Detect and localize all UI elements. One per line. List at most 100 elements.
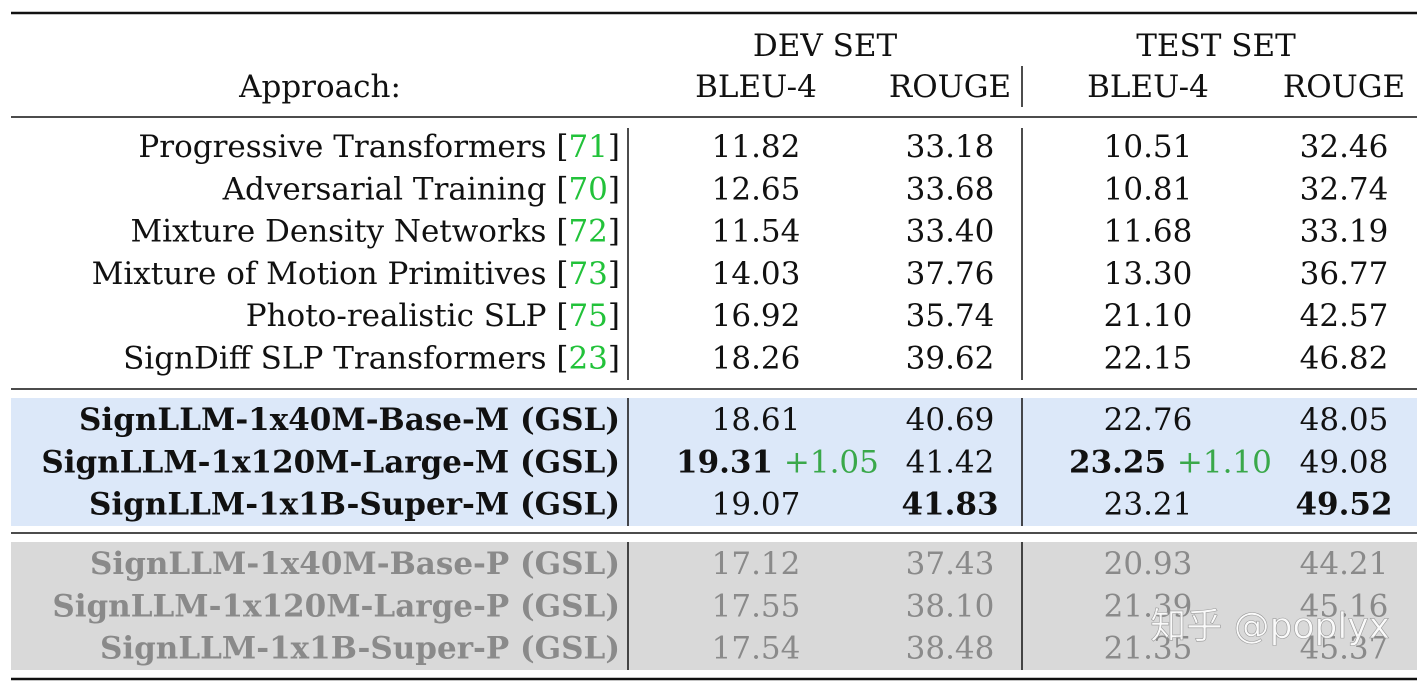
approach-label: SignLLM-1x120M-Large-P (GSL) [52, 588, 620, 624]
approach-name: SignLLM-1x120M-Large-P (GSL) [52, 588, 620, 624]
gain-value: +1.05 [784, 444, 879, 480]
cite-open: [ [546, 171, 568, 207]
dev-rouge-cell: 37.43 [906, 546, 995, 582]
dev-bleu-cell: 11.54 [712, 214, 801, 250]
citation-link[interactable]: 73 [568, 256, 607, 292]
citation-link[interactable]: 75 [568, 298, 607, 334]
dev-rouge-cell: 38.48 [906, 631, 995, 667]
approach-name: SignLLM-1x120M-Large-M (GSL) [41, 444, 620, 480]
cite-close: ] [608, 256, 620, 292]
table-body: Progressive Transformers [71] 11.82 33.18 1… [41, 129, 1392, 667]
dev-rouge-cell: 37.76 [906, 256, 995, 292]
test-rouge-cell: 32.74 [1300, 171, 1389, 207]
gap [1166, 444, 1177, 480]
test-rouge-cell: 33.19 [1300, 214, 1389, 250]
dev-rouge-cell: 41.42 [906, 444, 995, 480]
approach-label: SignLLM-1x1B-Super-P (GSL) [100, 631, 620, 667]
dev-rouge-cell: 39.62 [906, 341, 995, 377]
approach-header: Approach: [238, 69, 401, 105]
cite-close: ] [608, 129, 620, 165]
dev-bleu-cell: 18.26 [712, 341, 801, 377]
watermark: 知乎 @poplyx [1150, 606, 1390, 647]
gain-value: +1.10 [1177, 444, 1272, 480]
approach-label: Adversarial Training [222, 171, 547, 207]
test-rouge-cell: 42.57 [1300, 298, 1389, 334]
dev-set-header: DEV SET [753, 28, 898, 64]
approach-label: Progressive Transformers [138, 129, 546, 165]
dev-bleu-cell: 16.92 [712, 298, 801, 334]
approach-label: SignDiff SLP Transformers [123, 341, 546, 377]
citation-link[interactable]: 71 [568, 129, 607, 165]
dev-bleu-cell: 18.61 [712, 402, 801, 438]
test-bleu-cell: 21.10 [1104, 298, 1193, 334]
approach-label: SignLLM-1x40M-Base-P (GSL) [90, 546, 620, 582]
test-bleu-cell: 13.30 [1104, 256, 1193, 292]
dev-rouge-header: ROUGE [889, 69, 1011, 105]
value: 19.31 [676, 444, 773, 480]
approach-name: SignLLM-1x40M-Base-P (GSL) [90, 546, 620, 582]
dev-bleu-cell: 11.82 [712, 129, 801, 165]
approach-name: Photo-realistic SLP [75] [246, 298, 620, 334]
approach-name: SignLLM-1x40M-Base-M (GSL) [79, 402, 620, 438]
approach-name: Mixture of Motion Primitives [73] [92, 256, 620, 292]
citation-link[interactable]: 70 [568, 171, 607, 207]
dev-rouge-cell: 33.68 [906, 171, 995, 207]
test-bleu-cell: 23.21 [1104, 487, 1193, 523]
dev-bleu-cell: 17.12 [712, 546, 801, 582]
dev-rouge-cell: 33.18 [906, 129, 995, 165]
approach-label: Photo-realistic SLP [246, 298, 547, 334]
test-bleu-cell: 21.39 [1104, 588, 1193, 624]
dev-rouge-cell: 38.10 [906, 588, 995, 624]
citation-link[interactable]: 72 [568, 214, 607, 250]
approach-label: SignLLM-1x120M-Large-M (GSL) [41, 444, 620, 480]
approach-label: SignLLM-1x40M-Base-M (GSL) [79, 402, 620, 438]
test-rouge-cell: 32.46 [1300, 129, 1389, 165]
test-rouge-cell: 49.52 [1295, 487, 1392, 523]
cite-open: [ [546, 256, 568, 292]
test-bleu-cell: 20.93 [1104, 546, 1193, 582]
test-bleu-cell: 11.68 [1104, 214, 1193, 250]
cite-open: [ [546, 341, 568, 377]
test-set-header: TEST SET [1136, 28, 1296, 64]
approach-name: Mixture Density Networks [72] [130, 214, 620, 250]
test-rouge-cell: 45.37 [1300, 631, 1389, 667]
test-bleu-cell: 21.35 [1104, 631, 1193, 667]
test-rouge-cell: 45.16 [1300, 588, 1389, 624]
test-rouge-cell: 36.77 [1300, 256, 1389, 292]
dev-bleu-header: BLEU-4 [695, 69, 817, 105]
cite-close: ] [608, 171, 620, 207]
dev-bleu-cell: 19.31 +1.05 [676, 444, 879, 480]
approach-name: SignDiff SLP Transformers [23] [123, 341, 620, 377]
cite-close: ] [608, 298, 620, 334]
dev-bleu-cell: 17.54 [712, 631, 801, 667]
test-bleu-cell: 22.15 [1104, 341, 1193, 377]
approach-name: Adversarial Training [70] [222, 171, 620, 207]
approach-label: Mixture Density Networks [130, 214, 546, 250]
dev-bleu-cell: 17.55 [712, 588, 801, 624]
test-bleu-cell: 10.81 [1104, 171, 1193, 207]
dev-rouge-cell: 33.40 [906, 214, 995, 250]
dev-bleu-cell: 19.07 [712, 487, 801, 523]
approach-name: Progressive Transformers [71] [138, 129, 620, 165]
cite-close: ] [608, 341, 620, 377]
dev-bleu-cell: 14.03 [712, 256, 801, 292]
value: 23.25 [1069, 444, 1166, 480]
approach-name: SignLLM-1x1B-Super-M (GSL) [89, 487, 620, 523]
test-rouge-cell: 44.21 [1300, 546, 1389, 582]
approach-label: SignLLM-1x1B-Super-M (GSL) [89, 487, 620, 523]
test-bleu-header: BLEU-4 [1087, 69, 1209, 105]
muted-band [11, 542, 1417, 670]
test-bleu-cell: 23.25 +1.10 [1069, 444, 1272, 480]
highlight-band [11, 398, 1417, 526]
cite-open: [ [546, 129, 568, 165]
cite-close: ] [608, 214, 620, 250]
cite-open: [ [546, 214, 568, 250]
approach-name: SignLLM-1x1B-Super-P (GSL) [100, 631, 620, 667]
dev-bleu-cell: 12.65 [712, 171, 801, 207]
gap [773, 444, 784, 480]
citation-link[interactable]: 23 [568, 341, 607, 377]
test-rouge-cell: 48.05 [1300, 402, 1389, 438]
dev-rouge-cell: 35.74 [906, 298, 995, 334]
test-rouge-cell: 49.08 [1300, 444, 1389, 480]
